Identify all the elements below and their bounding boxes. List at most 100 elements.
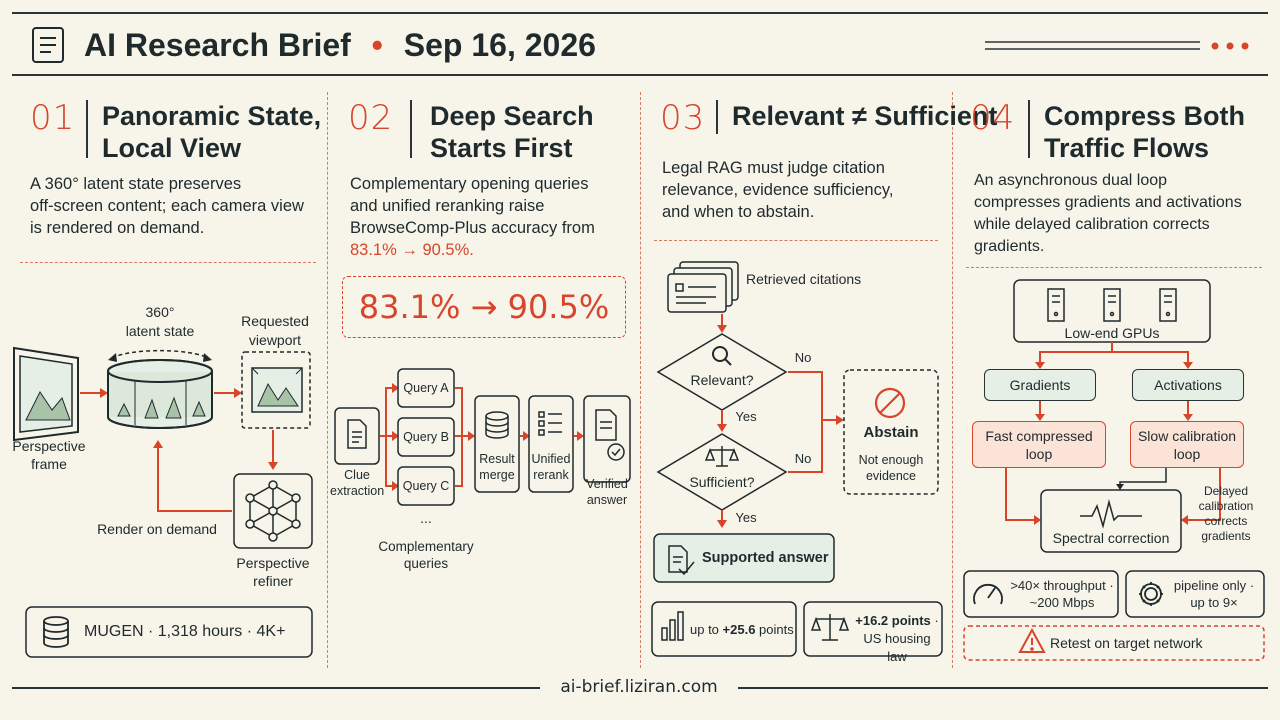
frame-label: Perspective frame <box>4 437 94 473</box>
database-icon <box>43 616 69 648</box>
latent-state-label: 360° latent state <box>110 303 210 341</box>
stat-value: +25.6 <box>722 622 756 637</box>
no-entry-icon <box>874 387 906 419</box>
panel-title-line: Traffic Flows <box>1044 133 1210 163</box>
speedometer-icon <box>973 583 1003 605</box>
latent-cylinder-icon <box>107 359 213 429</box>
stat-suffix: points <box>755 622 794 637</box>
label-line: evidence <box>865 469 917 483</box>
big-stat: 83.1% → 90.5% <box>358 288 610 326</box>
merge-database-icon <box>485 411 509 439</box>
body-line: gradients. <box>974 238 1045 255</box>
render-label: Render on demand <box>97 521 217 537</box>
slow-loop-box: Slow calibration loop <box>1130 421 1244 468</box>
stat-value: +16.2 points <box>855 613 931 628</box>
label-line: loop <box>1025 445 1053 462</box>
spectral-label: Spectral correction <box>1052 530 1170 546</box>
throughput-stat: >40× throughput · ~200 Mbps <box>1008 577 1116 611</box>
bar-chart-icon <box>661 611 684 641</box>
body-line: and when to abstain. <box>662 203 815 221</box>
label-line: latent state <box>125 323 195 339</box>
brief-title: AI Research Brief <box>84 27 351 63</box>
body-line: Legal RAG must judge citation <box>662 159 885 177</box>
label-line: merge <box>479 468 515 482</box>
panel-rule <box>654 240 938 241</box>
activations-box: Activations <box>1132 369 1244 401</box>
header-dots <box>1211 42 1249 50</box>
no-label-2: No <box>794 451 812 466</box>
law-scales-icon <box>810 614 850 641</box>
citations-stack-icon <box>667 261 739 313</box>
footer-rule-right <box>738 687 1268 689</box>
label-line: Perspective <box>12 438 86 454</box>
body-line: off-screen content; each camera view <box>30 197 304 215</box>
body-line: A 360° latent state preserves <box>30 175 242 193</box>
body-line: BrowseComp-Plus accuracy from <box>350 219 595 237</box>
panel-rule <box>20 262 316 263</box>
body-highlight: 83.1% → 90.5%. <box>350 241 474 259</box>
panel-title: Relevant ≠ Sufficient <box>732 101 998 131</box>
panel-number: 04 <box>970 98 1016 138</box>
label-line: loop <box>1173 445 1201 462</box>
footer-url[interactable]: ai-brief.liziran.com <box>560 677 718 697</box>
panel-title: Deep Search Starts First <box>430 100 594 164</box>
panel-number: 03 <box>660 98 706 138</box>
panel-divider-3 <box>952 92 953 668</box>
label-line: queries <box>403 556 449 571</box>
header-bottom-rule <box>12 74 1268 76</box>
viewport-label: Requested viewport <box>230 312 320 350</box>
retrieved-label: Retrieved citations <box>746 271 862 287</box>
label-line: frame <box>31 456 67 472</box>
label-line: Result <box>479 452 515 466</box>
label-line: viewport <box>248 332 302 348</box>
query-ellipsis: ... <box>420 510 432 526</box>
panel-title-line: Local View <box>102 133 242 163</box>
query-b: Query B <box>403 430 449 444</box>
panel-number: 02 <box>348 98 394 138</box>
body-line: An asynchronous dual loop <box>974 172 1168 189</box>
panel-divider-2 <box>640 92 641 668</box>
title-bar <box>716 100 718 134</box>
stat-suffix: · <box>930 613 939 628</box>
body-line: relevance, evidence sufficiency, <box>662 181 894 199</box>
stat-housing: +16.2 points · US housing law <box>852 612 942 666</box>
rerank-list-icon <box>538 411 562 436</box>
label-line: Complementary <box>378 539 474 554</box>
delayed-label: Delayed calibration corrects gradients <box>1196 484 1256 544</box>
verified-label: Verified answer <box>578 476 636 508</box>
page-title: AI Research Brief • Sep 16, 2026 <box>84 26 596 64</box>
complementary-label: Complementary queries <box>366 538 486 572</box>
clue-label: Clue extraction <box>330 467 384 499</box>
merge-label: Result merge <box>475 451 519 483</box>
stat-line: up to 9× <box>1190 595 1238 610</box>
label-line: extraction <box>330 484 385 498</box>
viewport-image-icon <box>251 367 303 413</box>
label-line: Fast compressed <box>985 427 1093 444</box>
perspective-frame-icon <box>13 346 79 442</box>
label-line: answer <box>586 493 628 507</box>
label-line: Verified <box>586 477 628 491</box>
stat-improvement: up to +25.6 points <box>690 622 794 637</box>
body-line: while delayed calibration corrects <box>974 216 1210 233</box>
yes-label-1: Yes <box>735 409 757 424</box>
panel-body: An asynchronous dual loop compresses gra… <box>974 170 1242 258</box>
panel-title: Panoramic State, Local View <box>102 100 321 164</box>
title-bullet: • <box>371 27 383 63</box>
title-bar <box>1028 100 1030 158</box>
panel-title-line: Compress Both <box>1044 101 1246 131</box>
sufficient-label: Sufficient? <box>689 474 755 490</box>
label-line: Unified <box>531 452 571 466</box>
label-line: corrects <box>1204 514 1248 528</box>
waveform-icon <box>1080 499 1142 529</box>
panel-body: Complementary opening queries and unifie… <box>350 173 595 261</box>
supported-document-icon <box>668 545 695 576</box>
network-icon <box>245 480 301 542</box>
scales-icon <box>704 446 740 467</box>
panel-title-line: Starts First <box>430 133 573 163</box>
label-line: Delayed <box>1203 484 1249 498</box>
panel-divider-1 <box>327 92 328 668</box>
